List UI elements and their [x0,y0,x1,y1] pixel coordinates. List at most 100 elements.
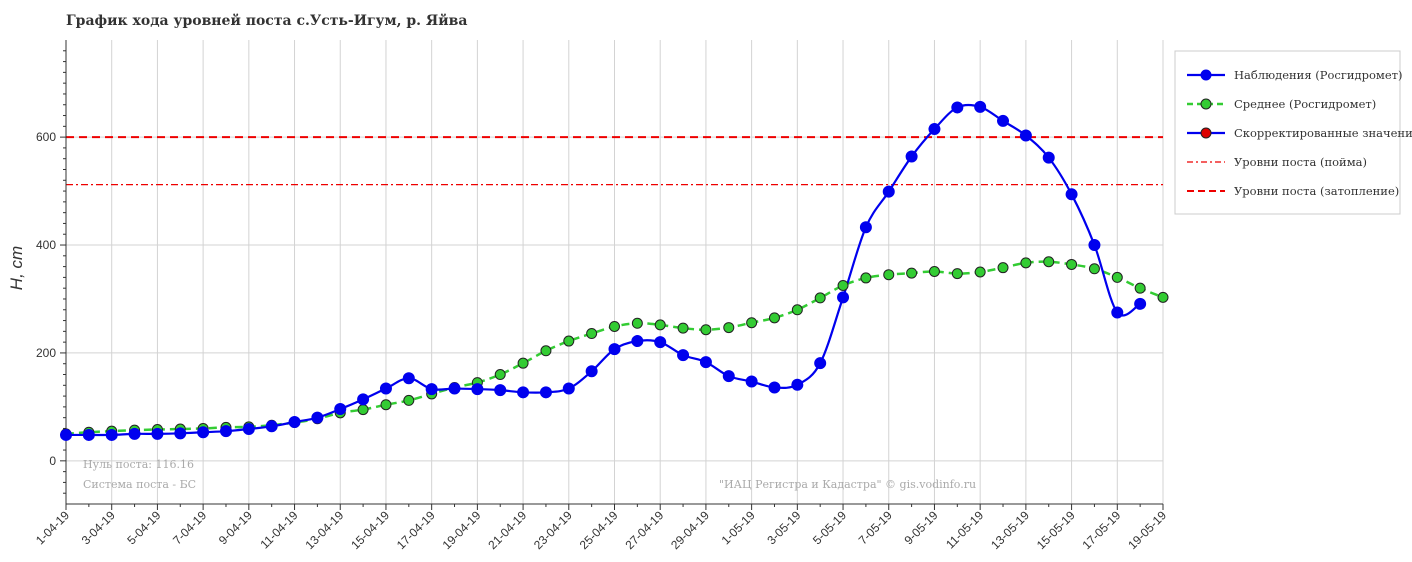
chart-title: График хода уровней поста с.Усть-Игум, р… [66,12,467,29]
average-point [677,322,689,334]
x-tick-label: 19-05-19 [1125,508,1169,552]
observation-point [882,185,895,198]
legend-label: Среднее (Росгидромет) [1234,97,1376,111]
y-tick-label: 200 [36,346,56,360]
observation-point [1019,129,1032,142]
observation-point [334,403,347,416]
observation-point [837,291,850,304]
legend-label: Уровни поста (затопление) [1234,184,1399,198]
y-axis-label: H, cm [7,246,26,290]
observation-point [677,349,690,362]
observation-point [1042,151,1055,164]
average-point [517,357,529,369]
observation-point [471,383,484,396]
observation-point [928,123,941,136]
x-tick-label: 13-04-19 [302,508,346,552]
average-point [609,320,620,332]
average-point [1088,263,1100,275]
average-point [883,269,895,281]
average-point [494,369,506,381]
observation-point [997,114,1010,127]
observation-point [1065,188,1078,201]
x-tick-label: 15-04-19 [348,508,392,552]
observation-point [128,427,141,440]
average-point [974,266,986,278]
legend: Наблюдения (Росгидромет) Среднее (Росгидр… [1174,50,1412,215]
x-tick-label: 23-04-19 [531,508,575,552]
observation-point [859,221,872,234]
observation-point [197,426,210,439]
x-tick-label: 29-04-19 [668,508,712,552]
average-point [1066,258,1078,270]
x-tick-label: 19-04-19 [440,508,484,552]
legend-label: Уровни поста (пойма) [1234,155,1367,169]
observation-point [402,372,415,385]
observation-point [357,393,370,406]
observation-point [768,381,781,394]
average-point [1043,256,1055,268]
average-point [814,292,826,304]
reference-lines [66,136,1163,186]
legend-marker [1200,69,1212,81]
average-point [1020,257,1032,269]
observation-point [379,382,392,395]
system-note: Система поста - БС [83,478,196,491]
x-tick-label: 17-05-19 [1080,508,1124,552]
observation-point [699,356,712,369]
observation-point [608,343,621,356]
x-tick-label: 1-04-19 [33,508,72,547]
observation-point [951,101,964,114]
x-tick-label: 9-04-19 [216,508,255,547]
average-point [746,317,758,329]
observation-point [265,420,278,433]
observation-point [151,427,164,440]
plot-area [60,100,1169,441]
observation-point [905,150,918,163]
average-point [997,262,1009,274]
legend-marker [1200,127,1212,139]
observation-point [654,336,667,349]
observation-point [219,425,232,438]
observation-point [311,411,324,424]
average-point [928,265,940,277]
x-tick-label: 27-04-19 [622,508,666,552]
x-tick-label: 25-04-19 [577,508,621,552]
average-point [403,394,415,406]
x-tick-label: 3-05-19 [764,508,803,547]
x-tick-label: 3-04-19 [79,508,118,547]
x-tick-label: 7-04-19 [170,508,209,547]
credit-note: "ИАЦ Регистра и Кадастра" © gis.vodinfo.… [719,478,976,491]
observation-point [517,386,530,399]
average-point [586,328,598,340]
x-tick-label: 5-05-19 [810,508,849,547]
observation-point [539,386,552,399]
observation-point [1111,306,1124,319]
y-tick-label: 600 [36,130,56,144]
observation-point [288,415,301,428]
observation-point [722,370,735,383]
average-point [654,319,666,331]
observation-point [974,100,987,113]
observation-point [174,427,187,440]
average-point [791,304,803,316]
observation-point [494,384,507,397]
legend-label: Наблюдения (Росгидромет) [1234,68,1403,82]
x-tick-label: 9-05-19 [901,508,940,547]
legend-marker [1200,98,1212,110]
average-point [951,268,963,280]
average-point [1134,282,1146,294]
x-tick-label: 7-05-19 [856,508,895,547]
observation-point [60,428,72,441]
observation-point [631,335,644,348]
average-point [540,345,552,357]
observation-point [1088,239,1101,252]
observation-point [745,375,758,388]
observation-point [82,428,95,441]
x-tick-label: 11-05-19 [943,508,986,551]
corrected-point [1134,297,1147,310]
observation-point [448,382,461,395]
y-tick-label: 0 [49,454,56,468]
x-tick-label: 13-05-19 [988,508,1032,552]
average-point [563,335,575,347]
